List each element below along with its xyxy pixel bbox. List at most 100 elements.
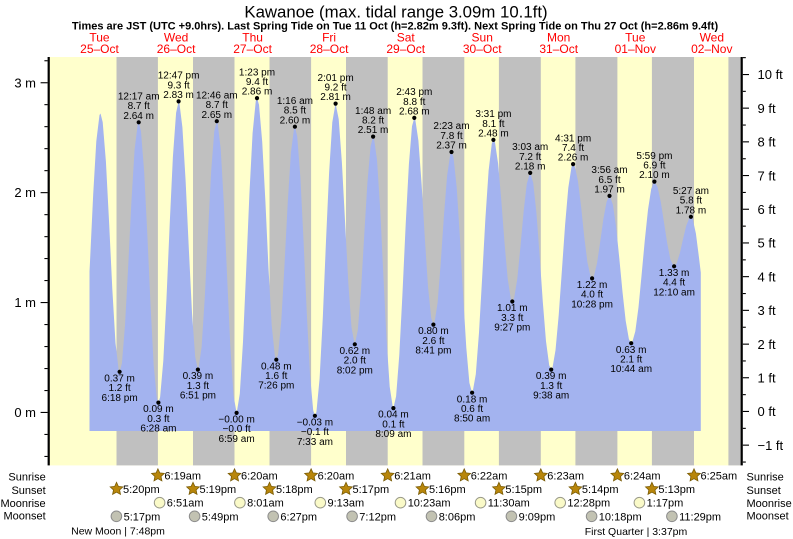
- svg-text:6.9 ft: 6.9 ft: [643, 161, 665, 172]
- svg-text:1:16 am: 1:16 am: [277, 96, 313, 107]
- svg-text:2.10 m: 2.10 m: [639, 170, 670, 181]
- svg-text:4 ft: 4 ft: [758, 269, 776, 284]
- svg-text:8.7 ft: 8.7 ft: [206, 100, 228, 111]
- svg-text:2.51 m: 2.51 m: [358, 125, 389, 136]
- svg-text:7:12pm: 7:12pm: [359, 511, 396, 523]
- svg-text:0.18 m: 0.18 m: [457, 394, 488, 405]
- svg-text:9 ft: 9 ft: [758, 101, 776, 116]
- svg-text:5:17pm: 5:17pm: [124, 511, 161, 523]
- svg-text:3:03 am: 3:03 am: [512, 142, 548, 153]
- svg-text:10 ft: 10 ft: [758, 67, 784, 82]
- svg-text:−0.0 ft: −0.0 ft: [223, 424, 251, 435]
- svg-text:8.1 ft: 8.1 ft: [482, 119, 504, 130]
- svg-text:0.39 m: 0.39 m: [536, 371, 567, 382]
- svg-text:6:25am: 6:25am: [701, 471, 738, 483]
- svg-text:Moonset: Moonset: [747, 510, 789, 522]
- svg-text:New Moon | 7:48pm: New Moon | 7:48pm: [71, 526, 165, 538]
- svg-text:1:23 pm: 1:23 pm: [239, 67, 275, 78]
- svg-text:5.8 ft: 5.8 ft: [680, 196, 702, 207]
- svg-text:26–Oct: 26–Oct: [157, 42, 196, 56]
- svg-text:9:13am: 9:13am: [328, 498, 365, 510]
- svg-text:3 ft: 3 ft: [758, 303, 776, 318]
- svg-text:30–Oct: 30–Oct: [463, 42, 502, 56]
- svg-text:12:28pm: 12:28pm: [567, 498, 610, 510]
- svg-text:6:21am: 6:21am: [394, 471, 431, 483]
- svg-text:9:27 pm: 9:27 pm: [494, 323, 530, 334]
- svg-text:27–Oct: 27–Oct: [233, 42, 272, 56]
- svg-text:Fri: Fri: [322, 31, 336, 45]
- svg-text:8 ft: 8 ft: [758, 135, 776, 150]
- svg-text:3.3 ft: 3.3 ft: [501, 313, 523, 324]
- svg-text:0.6 ft: 0.6 ft: [461, 404, 483, 415]
- svg-text:8:02 pm: 8:02 pm: [337, 365, 373, 376]
- svg-text:0.62 m: 0.62 m: [340, 346, 371, 357]
- svg-text:Sun: Sun: [472, 31, 493, 45]
- svg-text:2 m: 2 m: [14, 185, 36, 200]
- svg-text:9.2 ft: 9.2 ft: [324, 83, 346, 94]
- svg-text:5:27 am: 5:27 am: [673, 186, 709, 197]
- svg-text:2.48 m: 2.48 m: [478, 129, 509, 140]
- svg-text:5:49pm: 5:49pm: [202, 511, 239, 523]
- svg-text:6:19am: 6:19am: [164, 471, 201, 483]
- svg-text:9:38 am: 9:38 am: [533, 391, 569, 402]
- svg-text:01–Nov: 01–Nov: [615, 42, 656, 56]
- svg-text:5:16pm: 5:16pm: [429, 484, 466, 496]
- svg-text:31–Oct: 31–Oct: [539, 42, 578, 56]
- svg-text:6:59 am: 6:59 am: [219, 434, 255, 445]
- svg-text:1.97 m: 1.97 m: [594, 185, 625, 196]
- svg-text:2 ft: 2 ft: [758, 337, 776, 352]
- svg-text:6 ft: 6 ft: [758, 202, 776, 217]
- svg-text:2.86 m: 2.86 m: [242, 87, 273, 98]
- svg-text:4:31 pm: 4:31 pm: [555, 133, 591, 144]
- svg-text:5:17pm: 5:17pm: [353, 484, 390, 496]
- svg-text:Times are JST (UTC +9.0hrs). L: Times are JST (UTC +9.0hrs). Last Spring…: [72, 21, 719, 33]
- svg-text:2.83 m: 2.83 m: [163, 90, 194, 101]
- svg-text:−0.00 m: −0.00 m: [218, 415, 254, 426]
- svg-text:Sunset: Sunset: [747, 485, 781, 497]
- svg-text:0 m: 0 m: [14, 405, 36, 420]
- svg-text:2.65 m: 2.65 m: [202, 110, 233, 121]
- svg-text:6:23am: 6:23am: [547, 471, 584, 483]
- svg-text:8.8 ft: 8.8 ft: [403, 97, 425, 108]
- svg-text:2:01 pm: 2:01 pm: [318, 73, 354, 84]
- svg-text:0.80 m: 0.80 m: [418, 326, 449, 337]
- svg-text:02–Nov: 02–Nov: [691, 42, 732, 56]
- svg-text:Sunrise: Sunrise: [747, 472, 784, 484]
- svg-text:10:28 pm: 10:28 pm: [571, 299, 613, 310]
- svg-text:1 ft: 1 ft: [758, 371, 776, 386]
- svg-text:8.7 ft: 8.7 ft: [128, 101, 150, 112]
- svg-text:8.2 ft: 8.2 ft: [362, 116, 384, 127]
- svg-text:9.4 ft: 9.4 ft: [246, 77, 268, 88]
- svg-text:Sunrise: Sunrise: [8, 472, 45, 484]
- svg-text:8:09 am: 8:09 am: [375, 429, 411, 440]
- svg-text:1.01 m: 1.01 m: [497, 303, 528, 314]
- svg-text:6:18 pm: 6:18 pm: [102, 393, 138, 404]
- svg-text:−0.03 m: −0.03 m: [297, 417, 333, 428]
- svg-text:2.0 ft: 2.0 ft: [344, 356, 366, 367]
- svg-text:8:41 pm: 8:41 pm: [415, 346, 451, 357]
- svg-text:7.2 ft: 7.2 ft: [519, 152, 541, 163]
- svg-text:−0.1 ft: −0.1 ft: [301, 427, 329, 438]
- svg-text:2.1 ft: 2.1 ft: [620, 355, 642, 366]
- svg-text:8.5 ft: 8.5 ft: [284, 106, 306, 117]
- svg-text:12:10 am: 12:10 am: [653, 287, 695, 298]
- svg-text:5:20pm: 5:20pm: [123, 484, 160, 496]
- svg-text:12:47 pm: 12:47 pm: [158, 71, 200, 82]
- svg-text:10:23am: 10:23am: [408, 498, 451, 510]
- svg-text:0.3 ft: 0.3 ft: [147, 414, 169, 425]
- svg-text:7 ft: 7 ft: [758, 168, 776, 183]
- svg-text:0.48 m: 0.48 m: [261, 361, 292, 372]
- svg-text:1.3 ft: 1.3 ft: [187, 381, 209, 392]
- svg-text:1.6 ft: 1.6 ft: [265, 371, 287, 382]
- svg-text:3:31 pm: 3:31 pm: [475, 109, 511, 120]
- svg-text:2.18 m: 2.18 m: [515, 162, 546, 173]
- svg-text:Wed: Wed: [164, 31, 188, 45]
- svg-text:4.4 ft: 4.4 ft: [663, 278, 685, 289]
- svg-text:Wed: Wed: [700, 31, 724, 45]
- svg-text:11:29pm: 11:29pm: [679, 511, 721, 523]
- svg-text:12:17 am: 12:17 am: [118, 92, 160, 103]
- svg-text:7.8 ft: 7.8 ft: [440, 131, 462, 142]
- svg-text:2.81 m: 2.81 m: [320, 92, 351, 103]
- svg-text:11:30am: 11:30am: [488, 498, 530, 510]
- svg-text:Sunset: Sunset: [11, 485, 45, 497]
